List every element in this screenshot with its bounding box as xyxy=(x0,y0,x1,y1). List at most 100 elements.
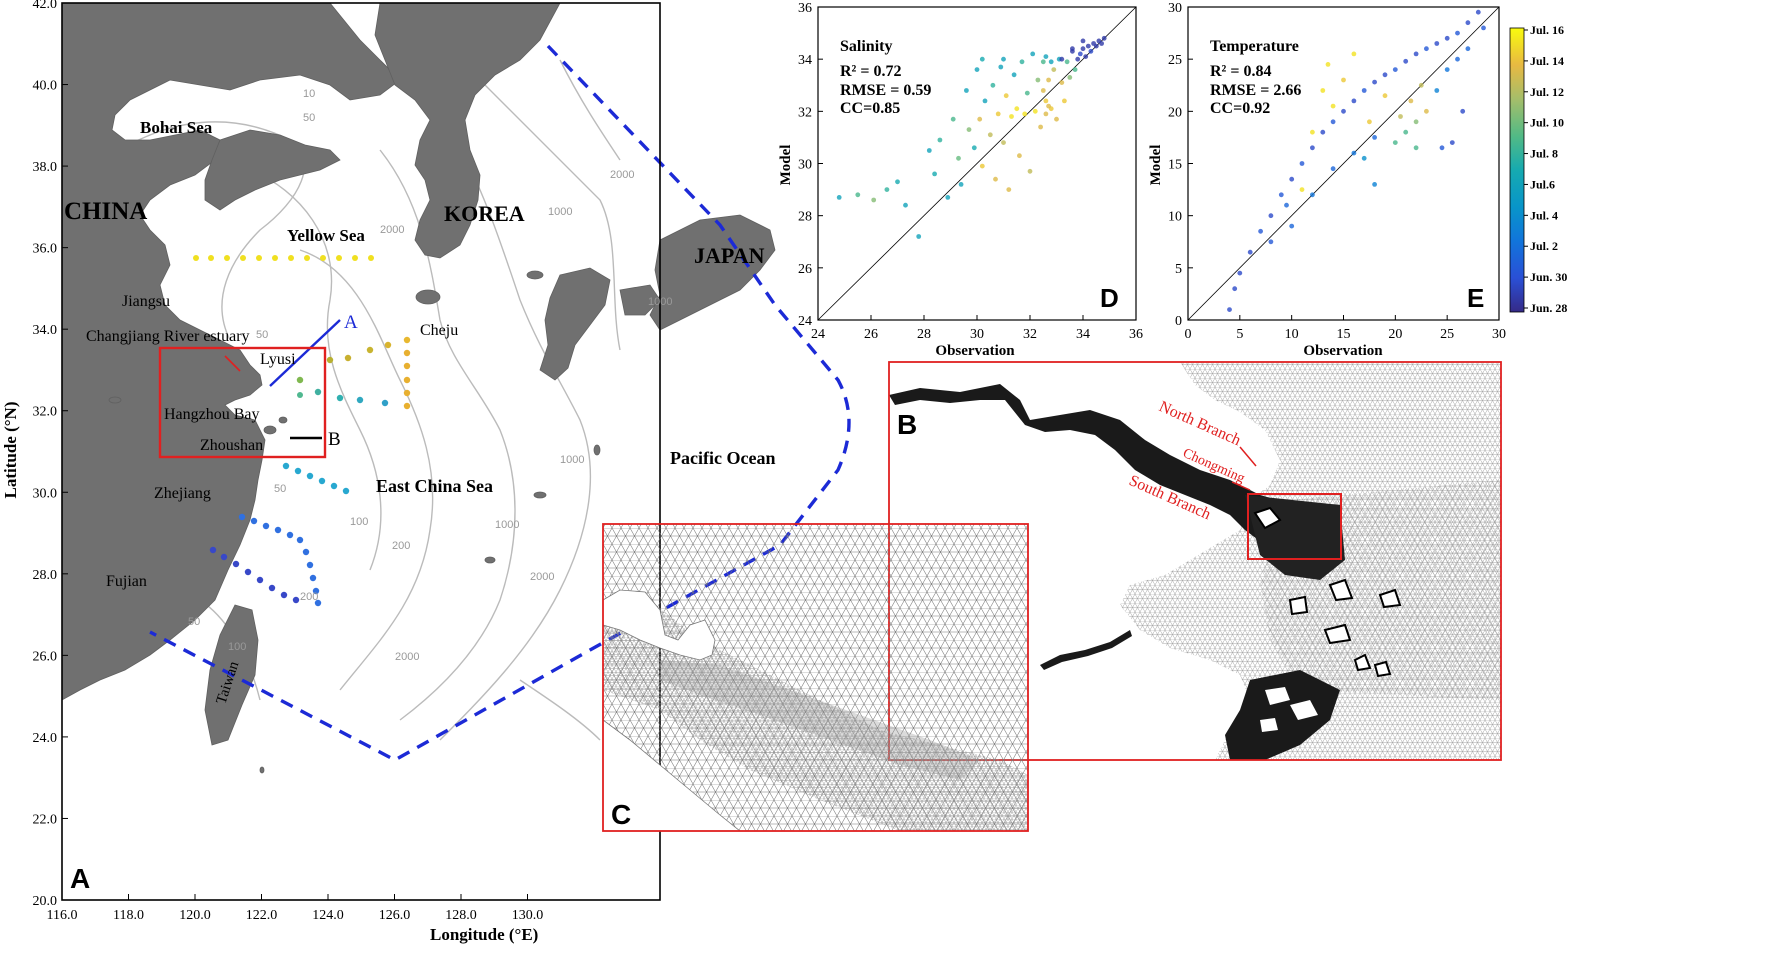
data-point xyxy=(995,111,1001,117)
data-point xyxy=(1022,111,1028,117)
data-point xyxy=(1361,88,1367,93)
panel-b-inset-box xyxy=(1247,493,1342,560)
x-tick-label: 32 xyxy=(1023,327,1037,342)
colorbar-label: Jul.6 xyxy=(1530,177,1555,191)
label-zhoushan: Zhoushan xyxy=(200,437,263,454)
data-point xyxy=(1284,202,1289,208)
y-tick-label: 5 xyxy=(1175,262,1182,277)
x-tick-label: 128.0 xyxy=(445,908,477,923)
data-point xyxy=(1455,56,1460,62)
x-tick-label: 116.0 xyxy=(47,908,78,923)
panel-e-chart: 0 5 10 15 20 25 30 0 5 10 15 20 25 30 Temperature R² … xyxy=(1148,1,1506,359)
data-point xyxy=(1455,30,1460,36)
panel-a-xlabel: Longitude (°E) xyxy=(430,925,538,944)
x-tick-label: 36 xyxy=(1129,327,1143,342)
data-point xyxy=(1481,25,1486,31)
data-point xyxy=(1382,93,1388,99)
data-point xyxy=(1413,119,1419,125)
data-point xyxy=(950,116,956,122)
data-point xyxy=(1408,98,1414,104)
y-tick-label: 40.0 xyxy=(33,79,58,94)
data-point xyxy=(990,82,996,88)
panel-a-frame xyxy=(61,2,661,901)
panel-a-map: CHINA KOREA JAPAN Bohai Sea Yellow Sea E… xyxy=(1,0,851,944)
data-point xyxy=(1444,35,1450,41)
x-tick-label: 0 xyxy=(1185,327,1192,342)
data-point xyxy=(1434,88,1440,93)
contour-label: 100 xyxy=(228,641,246,653)
x-tick-label: 122.0 xyxy=(246,908,278,923)
estuary-pointer xyxy=(224,355,241,372)
data-point xyxy=(956,155,961,161)
data-point xyxy=(1341,77,1346,83)
colorbar-label: Jul. 10 xyxy=(1530,116,1564,130)
y-tick-label: 24 xyxy=(798,314,812,329)
data-point xyxy=(1043,111,1049,117)
data-point xyxy=(1403,58,1409,64)
data-point xyxy=(1014,106,1020,112)
label-china: CHINA xyxy=(64,198,147,225)
label-fujian: Fujian xyxy=(106,573,147,590)
contour-label: 50 xyxy=(256,329,268,341)
data-point xyxy=(1310,129,1315,135)
data-point xyxy=(1325,62,1331,67)
label-japan: JAPAN xyxy=(694,243,765,268)
colorbar-label: Jun. 28 xyxy=(1530,301,1567,315)
y-tick-label: 10 xyxy=(1168,210,1182,225)
data-point xyxy=(1268,239,1274,245)
label-zhejiang: Zhejiang xyxy=(154,485,211,502)
data-point xyxy=(871,197,877,203)
label-bohai: Bohai Sea xyxy=(140,118,213,137)
y-tick-label: 30.0 xyxy=(33,486,58,501)
data-point xyxy=(1027,168,1033,174)
observation-stations xyxy=(193,255,411,607)
data-point xyxy=(1418,82,1424,88)
data-point xyxy=(1232,286,1238,292)
data-point xyxy=(1320,88,1326,93)
data-point xyxy=(1080,46,1086,52)
y-tick-label: 22.0 xyxy=(33,812,58,827)
panel-e-letter: E xyxy=(1467,283,1484,313)
data-point xyxy=(1268,213,1274,219)
data-point xyxy=(1237,270,1243,276)
data-point xyxy=(1062,98,1067,104)
y-tick-label: 30 xyxy=(798,158,812,173)
data-point xyxy=(1040,59,1046,65)
data-point xyxy=(1101,35,1107,41)
data-point xyxy=(836,195,842,200)
panel-c-southwest-land xyxy=(603,719,741,831)
data-point xyxy=(1310,145,1315,151)
x-tick-label: 25 xyxy=(1440,327,1454,342)
model-open-boundary xyxy=(149,44,851,762)
panel-b-mesh xyxy=(889,362,1501,760)
x-tick-label: 120.0 xyxy=(179,908,211,923)
data-point xyxy=(1372,135,1377,140)
data-point xyxy=(1475,9,1481,15)
panel-d-title: Salinity xyxy=(840,38,892,55)
y-tick-label: 26.0 xyxy=(33,649,58,664)
contour-label: 1000 xyxy=(648,296,672,308)
one-to-one-line xyxy=(817,6,1137,321)
section-a-line xyxy=(269,319,341,387)
label-section-b: B xyxy=(328,429,341,450)
data-point xyxy=(1046,103,1051,109)
data-point xyxy=(971,145,977,151)
y-tick-label: 28.0 xyxy=(33,568,58,583)
data-point xyxy=(1043,98,1049,104)
contour-label: 1000 xyxy=(560,454,584,466)
data-point xyxy=(1320,129,1326,135)
data-point xyxy=(1072,67,1078,72)
label-section-a: A xyxy=(344,312,358,333)
data-point xyxy=(1372,79,1377,85)
data-point xyxy=(1449,140,1455,146)
label-pacific: Pacific Ocean xyxy=(670,448,775,468)
data-point xyxy=(1059,80,1065,85)
japan-shikoku xyxy=(619,284,661,316)
land xyxy=(61,2,776,774)
data-point xyxy=(1299,187,1305,193)
y-tick-label: 25 xyxy=(1168,53,1182,68)
x-tick-label: 5 xyxy=(1236,327,1243,342)
y-tick-label: 38.0 xyxy=(33,160,58,175)
data-point xyxy=(1067,75,1073,80)
data-point xyxy=(1051,67,1057,72)
